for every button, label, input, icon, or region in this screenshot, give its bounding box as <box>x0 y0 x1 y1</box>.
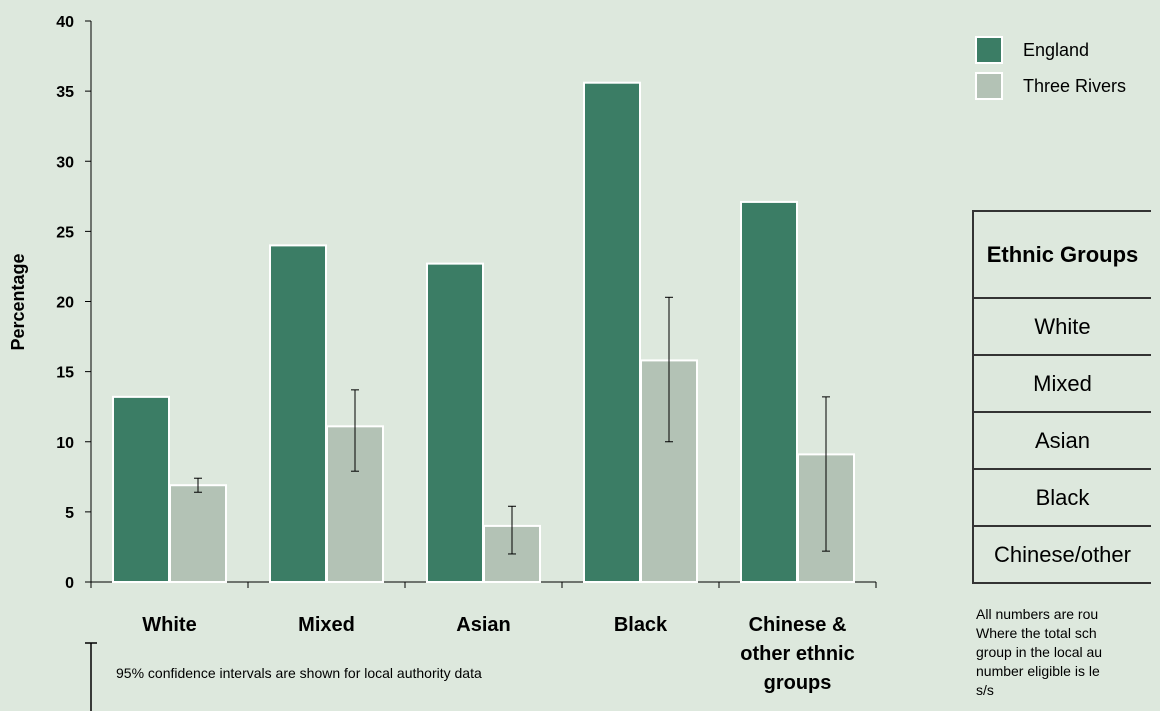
y-tick-label: 40 <box>56 14 74 31</box>
footnote-line: number eligible is le <box>976 663 1100 679</box>
y-tick-label: 5 <box>65 505 74 522</box>
category-label: Black <box>614 614 668 636</box>
footnote-line: Where the total sch <box>976 625 1097 641</box>
table-row: Asian <box>972 411 1151 470</box>
bar-england <box>740 200 798 584</box>
footnote-line: s/s <box>976 682 994 698</box>
bar-three-rivers <box>169 484 227 584</box>
y-tick-label: 0 <box>65 575 74 592</box>
legend-label-england: England <box>1023 39 1090 60</box>
category-label: Asian <box>456 614 510 636</box>
bar-england <box>426 262 484 583</box>
legend-label-three-rivers: Three Rivers <box>1023 75 1127 96</box>
category-labels: White Mixed Asian Black Chinese & other ethni… <box>142 614 854 694</box>
y-axis-label: Percentage <box>8 253 28 350</box>
legend-item-england: England <box>975 32 1126 68</box>
table-row: Chinese/other <box>972 525 1151 584</box>
legend: England Three Rivers <box>975 32 1126 104</box>
y-tick-label: 20 <box>56 295 74 312</box>
legend-swatch-england <box>975 36 1003 64</box>
category-label: Chinese & other ethnic groups <box>740 614 854 694</box>
table-header: Ethnic Groups <box>972 210 1151 299</box>
y-axis: 0 5 10 15 20 25 30 35 40 <box>56 14 92 592</box>
footnote-line: All numbers are rou <box>976 606 1099 622</box>
confidence-interval-legend-icon <box>85 642 97 711</box>
bar-england <box>269 244 327 583</box>
category-label: White <box>142 614 196 636</box>
confidence-interval-note: 95% confidence intervals are shown for l… <box>116 665 482 681</box>
bar-england <box>112 395 170 583</box>
y-tick-label: 30 <box>56 154 74 171</box>
ethnic-groups-table: Ethnic Groups White Mixed Asian Black Ch… <box>972 210 1151 584</box>
error-bars <box>194 296 830 555</box>
y-tick-label: 15 <box>56 365 74 382</box>
category-label: Mixed <box>298 614 355 636</box>
footnote: All numbers are rou Where the total sch … <box>976 605 1160 700</box>
table-row: Black <box>972 468 1151 527</box>
y-tick-label: 25 <box>56 224 74 241</box>
bars <box>112 81 855 584</box>
legend-swatch-three-rivers <box>975 72 1003 100</box>
footnote-line: group in the local au <box>976 644 1103 660</box>
legend-item-three-rivers: Three Rivers <box>975 68 1126 104</box>
table-row: White <box>972 297 1151 356</box>
table-row: Mixed <box>972 354 1151 413</box>
y-tick-label: 35 <box>56 84 74 101</box>
bar-england <box>583 81 641 584</box>
y-tick-label: 10 <box>56 435 74 452</box>
